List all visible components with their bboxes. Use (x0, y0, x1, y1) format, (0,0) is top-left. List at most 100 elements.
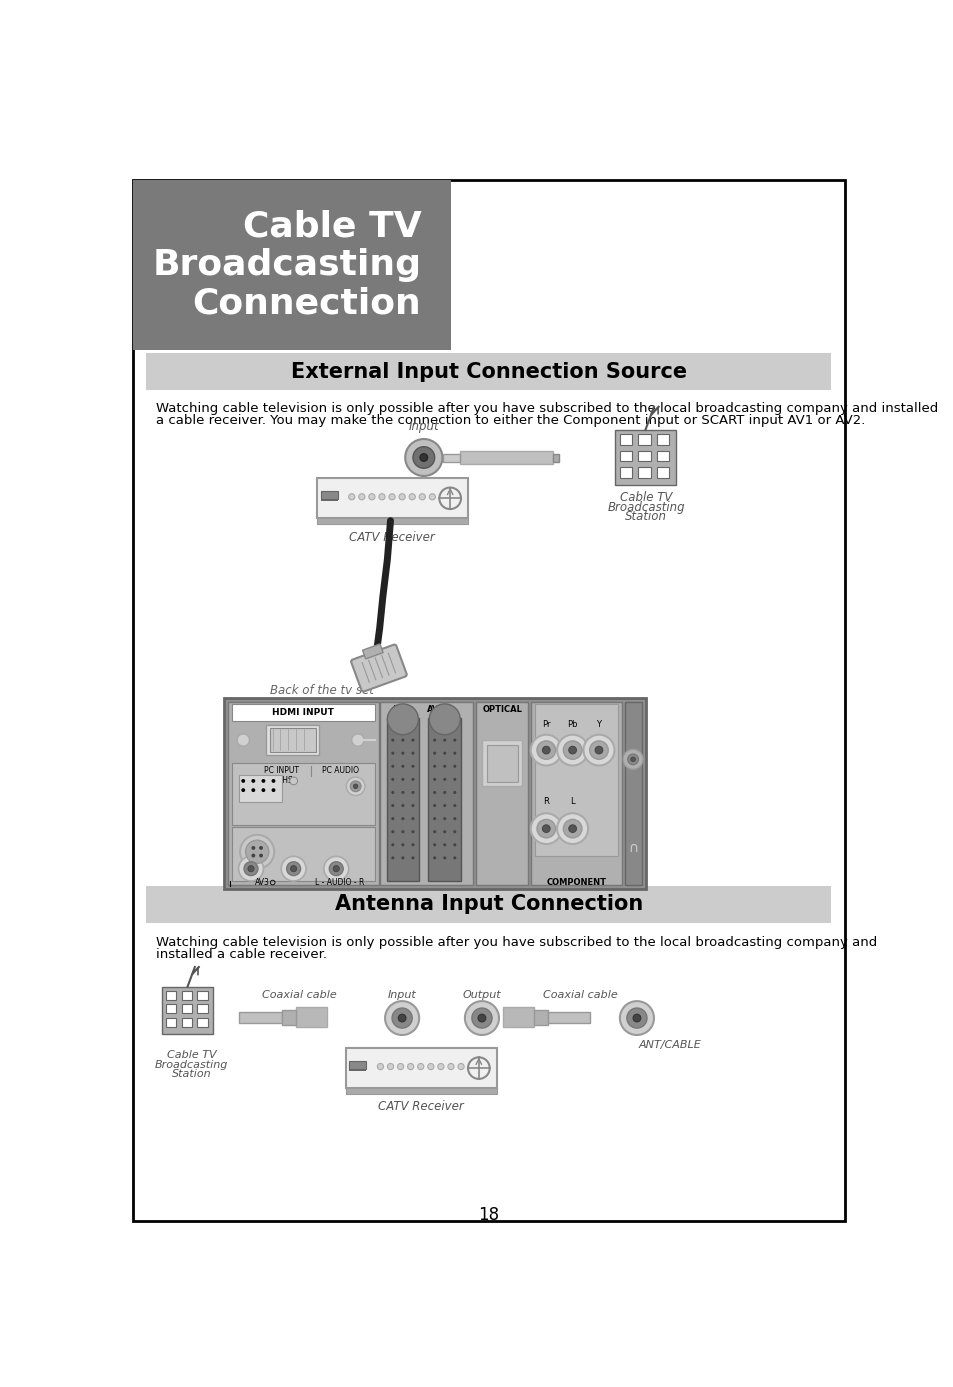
Circle shape (626, 1008, 646, 1028)
Circle shape (443, 804, 446, 807)
Circle shape (443, 817, 446, 820)
Circle shape (353, 784, 357, 789)
Circle shape (391, 804, 394, 807)
Circle shape (411, 752, 415, 755)
Bar (316, 479, 468, 519)
Circle shape (401, 752, 404, 755)
Circle shape (329, 861, 343, 875)
Circle shape (323, 856, 348, 881)
Circle shape (453, 856, 456, 860)
Bar (146, 352, 831, 390)
Bar (228, 702, 378, 885)
Circle shape (391, 778, 394, 781)
Circle shape (387, 703, 418, 735)
Text: Pr: Pr (541, 720, 550, 730)
Bar (232, 763, 375, 825)
Circle shape (433, 752, 436, 755)
Text: ANT/CABLE: ANT/CABLE (638, 1040, 700, 1050)
Bar (224, 698, 645, 889)
Text: Station: Station (172, 1069, 211, 1079)
Circle shape (557, 735, 587, 766)
Bar (316, 519, 468, 524)
Text: Coaxial cable: Coaxial cable (542, 989, 618, 1000)
Circle shape (453, 752, 456, 755)
Circle shape (429, 703, 459, 735)
Circle shape (391, 843, 394, 846)
Bar (380, 702, 473, 885)
Bar (239, 775, 282, 802)
Circle shape (407, 1064, 414, 1069)
Circle shape (377, 1064, 383, 1069)
Circle shape (385, 1001, 418, 1035)
Bar (481, 741, 521, 786)
Circle shape (411, 856, 415, 860)
Circle shape (453, 764, 456, 768)
Text: Watching cable television is only possible after you have subscribed to the loca: Watching cable television is only possib… (156, 402, 938, 415)
Circle shape (397, 1014, 406, 1022)
Circle shape (398, 494, 405, 499)
Circle shape (443, 764, 446, 768)
Circle shape (244, 861, 257, 875)
Circle shape (457, 1064, 464, 1069)
Circle shape (530, 813, 561, 845)
Text: Broadcasting: Broadcasting (152, 248, 421, 282)
Bar (362, 644, 383, 659)
Bar (166, 1018, 176, 1028)
Circle shape (352, 734, 364, 746)
Circle shape (453, 831, 456, 834)
Bar (428, 717, 460, 881)
Circle shape (627, 755, 638, 764)
Circle shape (391, 817, 394, 820)
Bar (657, 451, 669, 462)
Circle shape (333, 865, 339, 872)
Circle shape (409, 494, 415, 499)
Text: Connection: Connection (193, 287, 421, 320)
Circle shape (389, 494, 395, 499)
Bar (197, 1004, 208, 1014)
Text: a cable receiver. You may make the connection to either the Component input or S: a cable receiver. You may make the conne… (156, 415, 865, 427)
Circle shape (568, 825, 576, 832)
Circle shape (272, 788, 275, 792)
Circle shape (259, 853, 263, 857)
Circle shape (240, 835, 274, 868)
Circle shape (252, 846, 255, 850)
Circle shape (401, 856, 404, 860)
Bar (349, 1061, 366, 1069)
Circle shape (453, 804, 456, 807)
Circle shape (453, 778, 456, 781)
Circle shape (397, 1064, 403, 1069)
Bar (534, 703, 618, 856)
Circle shape (411, 764, 415, 768)
Text: Antenna Input Connection: Antenna Input Connection (335, 895, 642, 914)
Bar (181, 1018, 192, 1028)
Text: Y: Y (596, 720, 600, 730)
Circle shape (252, 853, 255, 857)
Text: L: L (570, 798, 575, 806)
Circle shape (411, 804, 415, 807)
Circle shape (443, 778, 446, 781)
Bar (349, 1069, 366, 1071)
Circle shape (443, 843, 446, 846)
Circle shape (453, 817, 456, 820)
Circle shape (537, 741, 555, 759)
Bar (553, 454, 558, 462)
Circle shape (413, 447, 435, 469)
Circle shape (411, 831, 415, 834)
Bar (476, 702, 528, 885)
Bar (459, 451, 553, 465)
Circle shape (419, 454, 427, 462)
Circle shape (259, 846, 263, 850)
Circle shape (443, 831, 446, 834)
Circle shape (537, 820, 555, 838)
Circle shape (401, 804, 404, 807)
Text: PC AUDIO: PC AUDIO (321, 767, 358, 775)
Bar (146, 886, 831, 922)
Circle shape (401, 831, 404, 834)
Text: Coaxial cable: Coaxial cable (261, 989, 336, 1000)
Circle shape (401, 738, 404, 742)
Bar (133, 180, 451, 350)
Circle shape (346, 777, 365, 796)
Circle shape (433, 738, 436, 742)
Circle shape (619, 1001, 654, 1035)
Circle shape (387, 1064, 394, 1069)
